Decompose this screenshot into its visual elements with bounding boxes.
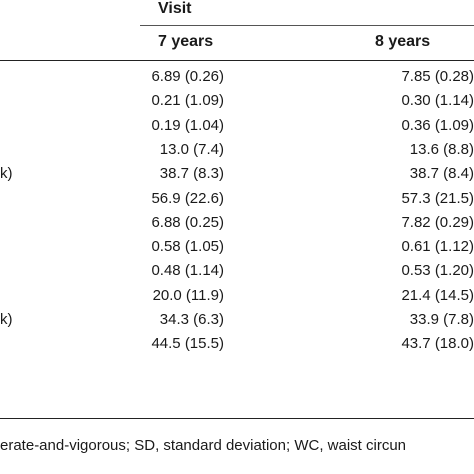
cell-8-years: 21.4 (14.5)	[401, 286, 474, 304]
cell-8-years: 7.85 (0.28)	[401, 68, 474, 85]
cell-8-years: 13.6 (8.8)	[409, 140, 474, 158]
cell-7-years: 0.21 (1.09)	[151, 92, 224, 110]
cell-8-years: 0.53 (1.20)	[401, 262, 474, 280]
table-row: 20.0 (11.9) 21.4 (14.5)	[0, 284, 474, 308]
visit-header: Visit	[158, 0, 192, 17]
cell-7-years: 0.48 (1.14)	[151, 262, 224, 280]
table-row: 0.48 (1.14) 0.53 (1.20)	[0, 259, 474, 283]
cell-7-years: 56.9 (22.6)	[151, 189, 224, 207]
table-row: 0.21 (1.09) 0.30 (1.14)	[0, 89, 474, 113]
cell-7-years: 6.88 (0.25)	[151, 213, 224, 231]
visit-underline	[140, 25, 474, 26]
table-row: k) 34.3 (6.3) 33.9 (7.8)	[0, 308, 474, 332]
cell-8-years: 33.9 (7.8)	[409, 311, 474, 328]
cell-7-years: 0.19 (1.04)	[151, 116, 224, 134]
col-header-7-years: 7 years	[158, 33, 214, 50]
cell-7-years: 6.89 (0.26)	[151, 68, 224, 85]
header-bottom-rule	[0, 60, 474, 61]
table-row: 6.88 (0.25) 7.82 (0.29)	[0, 211, 474, 235]
cell-8-years: 0.30 (1.14)	[401, 92, 474, 110]
table-row: k) 38.7 (8.3) 38.7 (8.4)	[0, 162, 474, 186]
cell-8-years: 43.7 (18.0)	[401, 335, 474, 353]
cell-8-years: 0.36 (1.09)	[401, 116, 474, 134]
table-bottom-rule	[0, 418, 474, 419]
row-label: k)	[0, 311, 13, 328]
table-row: 0.19 (1.04) 0.36 (1.09)	[0, 114, 474, 138]
cell-7-years: 38.7 (8.3)	[159, 165, 224, 183]
cell-8-years: 7.82 (0.29)	[401, 213, 474, 231]
table-row: 13.0 (7.4) 13.6 (8.8)	[0, 138, 474, 162]
cell-7-years: 34.3 (6.3)	[159, 311, 224, 328]
table-row: 44.5 (15.5) 43.7 (18.0)	[0, 332, 474, 356]
cell-8-years: 0.61 (1.12)	[401, 238, 474, 256]
cell-8-years: 38.7 (8.4)	[409, 165, 474, 183]
table-row: 6.89 (0.26) 7.85 (0.28)	[0, 65, 474, 89]
table-footnote: erate-and-vigorous; SD, standard deviati…	[0, 437, 407, 454]
row-label: k)	[0, 165, 13, 183]
col-header-8-years: 8 years	[375, 33, 431, 50]
cell-8-years: 57.3 (21.5)	[401, 189, 474, 207]
table-row: 56.9 (22.6) 57.3 (21.5)	[0, 187, 474, 211]
cell-7-years: 0.58 (1.05)	[151, 238, 224, 256]
cell-7-years: 20.0 (11.9)	[152, 286, 224, 304]
cell-7-years: 44.5 (15.5)	[151, 335, 224, 353]
table-row: 0.58 (1.05) 0.61 (1.12)	[0, 235, 474, 259]
cell-7-years: 13.0 (7.4)	[159, 140, 224, 158]
